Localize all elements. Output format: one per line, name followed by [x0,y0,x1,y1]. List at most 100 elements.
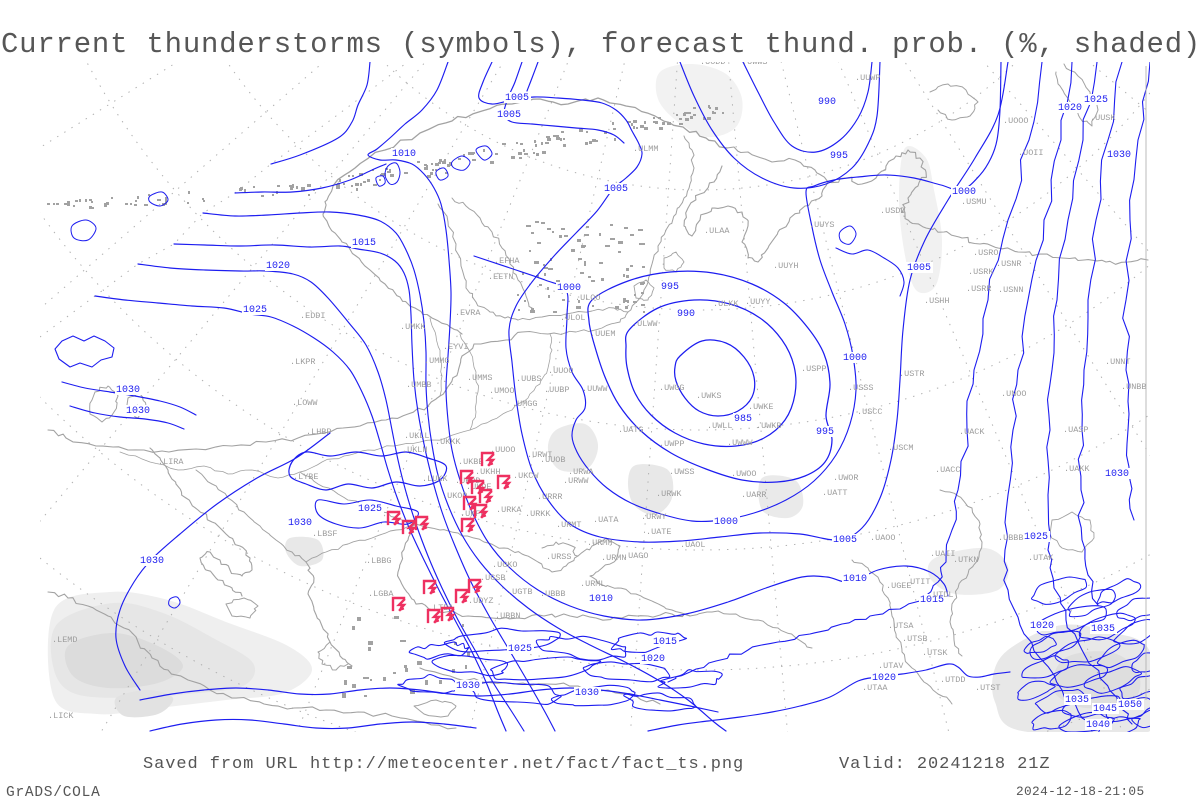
svg-text:.UKCW: .UKCW [513,471,539,481]
svg-text:.USSS: .USSS [848,383,874,393]
svg-text:.UUOO: .UUOO [490,445,516,455]
svg-text:.URWA: .URWA [568,467,594,477]
svg-text:.UGEE: .UGEE [886,581,912,591]
svg-text:.UKBB: .UKBB [458,457,484,467]
svg-text:1000: 1000 [952,187,976,198]
svg-text:.UAII: .UAII [930,549,956,559]
svg-text:1025: 1025 [1084,95,1108,106]
svg-text:.UWSS: .UWSS [669,467,695,477]
svg-text:.UMKK: .UMKK [400,322,426,332]
svg-text:1025: 1025 [1024,532,1048,543]
svg-text:.URWK: .URWK [656,489,682,499]
svg-text:.UWOO: .UWOO [731,469,757,479]
svg-text:.UKOO: .UKOO [442,491,468,501]
svg-text:.USCC: .USCC [857,407,883,417]
svg-text:.LBBG: .LBBG [366,556,392,566]
svg-text:.UAGO: .UAGO [623,551,649,561]
svg-text:1015: 1015 [653,637,677,648]
svg-text:.UAOL: .UAOL [680,540,706,550]
svg-text:1030: 1030 [116,385,140,396]
svg-text:.UWWW: .UWWW [727,438,753,448]
svg-text:.LEMD: .LEMD [52,635,78,645]
svg-text:.UODD: .UODD [700,57,726,67]
svg-text:.UTDD: .UTDD [940,675,966,685]
svg-text:1030: 1030 [1105,469,1129,480]
svg-text:.UBBB: .UBBB [998,533,1024,543]
svg-text:.USNN: .USNN [998,285,1024,295]
svg-text:.URMN: .URMN [601,553,627,563]
svg-text:.UTSB: .UTSB [902,634,928,644]
svg-text:.LGBA: .LGBA [368,589,394,599]
svg-text:1005: 1005 [497,110,521,121]
svg-text:.UUEM: .UUEM [590,329,616,339]
svg-text:.USNR: .USNR [996,259,1022,269]
svg-text:1005: 1005 [604,184,628,195]
svg-text:.UUBS: .UUBS [516,374,542,384]
svg-text:.UGTB: .UGTB [507,587,533,597]
svg-text:.EFHA: .EFHA [494,256,520,266]
svg-text:2024-12-18-21:05: 2024-12-18-21:05 [1016,784,1144,799]
svg-text:.USDD: .USDD [880,206,906,216]
svg-text:.UNOO: .UNOO [1001,389,1027,399]
svg-text:.UOOO: .UOOO [1003,116,1029,126]
svg-text:1030: 1030 [126,406,150,417]
svg-text:.URWI: .URWI [527,450,553,460]
svg-text:.UBBN: .UBBN [495,611,521,621]
svg-text:.UTSK: .UTSK [922,648,948,658]
svg-text:.UNBB: .UNBB [1121,382,1147,392]
svg-text:995: 995 [830,151,848,162]
svg-text:990: 990 [818,97,836,108]
svg-text:.LYBE: .LYBE [293,472,319,482]
svg-text:1020: 1020 [1030,621,1054,632]
svg-text:.UTIT: .UTIT [905,577,931,587]
svg-text:.URMT: .URMT [556,520,582,530]
svg-text:.UWGG: .UWGG [659,383,685,393]
svg-text:.USRK: .USRK [968,267,994,277]
svg-text:.USRR: .USRR [966,284,992,294]
svg-text:.USCM: .USCM [888,443,914,453]
svg-text:1025: 1025 [243,305,267,316]
svg-text:990: 990 [677,309,695,320]
svg-text:.EYVI: .EYVI [443,342,469,352]
svg-text:995: 995 [661,282,679,293]
svg-text:.URWW: .URWW [563,476,589,486]
svg-text:.UGSB: .UGSB [480,573,506,583]
svg-text:.ULMM: .ULMM [633,144,659,154]
svg-text:.UATA: .UATA [593,515,619,525]
svg-text:.UTAV: .UTAV [878,661,904,671]
svg-text:.UKKK: .UKKK [435,437,461,447]
svg-text:.UATT: .UATT [822,488,848,498]
svg-text:.UUYS: .UUYS [809,220,835,230]
svg-text:.LBSF: .LBSF [312,529,338,539]
svg-text:.UWKS: .UWKS [696,391,722,401]
svg-text:.UWKB: .UWKB [756,421,782,431]
svg-text:.UUSK: .UUSK [1090,113,1116,123]
svg-text:1005: 1005 [505,93,529,104]
svg-text:1010: 1010 [843,574,867,585]
svg-text:.URKK: .URKK [525,509,551,519]
svg-text:.UACK: .UACK [959,427,985,437]
svg-text:995: 995 [816,427,834,438]
svg-text:.UUYH: .UUYH [773,261,799,271]
svg-text:.LIRA: .LIRA [158,457,184,467]
svg-text:.UUWP: .UUWP [855,73,881,83]
svg-text:.UMBB: .UMBB [406,380,432,390]
svg-text:.ULKK: .ULKK [713,299,739,309]
svg-text:1025: 1025 [358,504,382,515]
svg-text:.UOII: .UOII [1018,148,1044,158]
svg-text:985: 985 [734,414,752,425]
svg-text:.UTDL: .UTDL [928,590,954,600]
svg-text:1010: 1010 [589,594,613,605]
svg-text:.UATG: .UATG [618,425,644,435]
svg-text:.UDYZ: .UDYZ [468,596,494,606]
svg-text:Valid: 20241218 21Z: Valid: 20241218 21Z [839,755,1051,774]
svg-text:.UUWW: .UUWW [582,384,608,394]
svg-text:.UACC: .UACC [935,465,961,475]
svg-text:.UGKO: .UGKO [492,560,518,570]
svg-text:.EVRA: .EVRA [455,308,481,318]
svg-text:1035: 1035 [1091,624,1115,635]
svg-text:.UASP: .UASP [1063,425,1089,435]
svg-text:.UMMG: .UMMG [424,356,450,366]
svg-text:.LOWW: .LOWW [292,398,318,408]
svg-text:.UUOO: .UUOO [548,366,574,376]
